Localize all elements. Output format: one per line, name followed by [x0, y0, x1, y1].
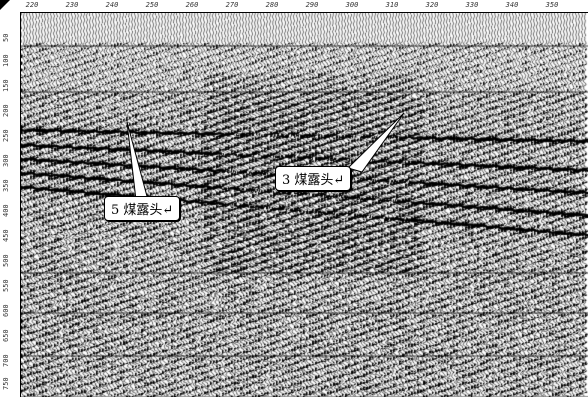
x-tick-label: 250	[145, 1, 159, 9]
x-tick-label: 350	[545, 1, 559, 9]
y-tick-label: 100	[2, 54, 10, 67]
x-tick-label: 300	[345, 1, 359, 9]
y-tick-label: 700	[2, 354, 10, 367]
corner-marker-icon	[0, 0, 10, 10]
y-tick-label: 350	[2, 179, 10, 192]
x-tick-label: 220	[25, 1, 39, 9]
x-tick-label: 270	[225, 1, 239, 9]
y-tick-label: 650	[2, 329, 10, 342]
x-tick-label: 340	[505, 1, 519, 9]
x-tick-label: 260	[185, 1, 199, 9]
x-tick-label: 230	[65, 1, 79, 9]
x-tick-label: 320	[425, 1, 439, 9]
x-tick-label: 330	[465, 1, 479, 9]
y-tick-label: 50	[2, 33, 10, 42]
y-tick-label: 450	[2, 229, 10, 242]
y-tick-label: 400	[2, 204, 10, 217]
seam5-outcrop-callout: 5 煤露头↵	[104, 196, 181, 221]
y-tick-label: 550	[2, 279, 10, 292]
seam3-outcrop-callout: 3 煤露头↵	[275, 166, 352, 191]
y-tick-label: 300	[2, 154, 10, 167]
x-tick-label: 240	[105, 1, 119, 9]
y-tick-label: 750	[2, 377, 10, 390]
left-ruler: 50 100 150 200 250 300 350 400 450 500 5…	[0, 12, 21, 397]
x-tick-label: 310	[385, 1, 399, 9]
y-tick-label: 600	[2, 304, 10, 317]
x-tick-label: 280	[265, 1, 279, 9]
y-tick-label: 200	[2, 104, 10, 117]
x-tick-label: 290	[305, 1, 319, 9]
top-ruler: 220 230 240 250 260 270 280 290 300 310 …	[0, 0, 588, 13]
y-tick-label: 500	[2, 254, 10, 267]
y-tick-label: 150	[2, 79, 10, 92]
y-tick-label: 250	[2, 129, 10, 142]
